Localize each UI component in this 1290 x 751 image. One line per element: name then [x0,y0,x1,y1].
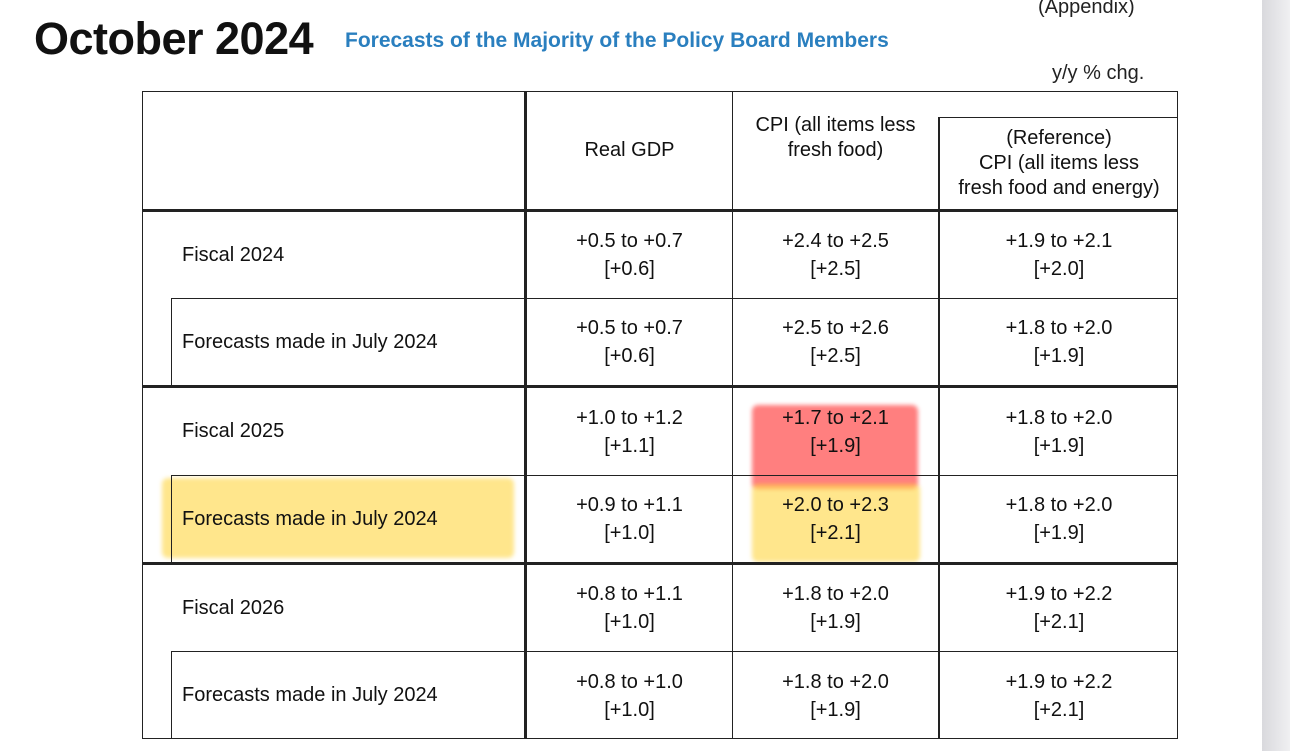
cell-fy2025-gdp: +1.0 to +1.2 [+1.1] [576,406,683,457]
row-label-fy2026-july: Forecasts made in July 2024 [182,684,438,706]
header-cpi-line-1: CPI (all items less [755,114,916,136]
row-line-1 [171,298,1178,299]
sub-row-left-3 [171,651,172,739]
yellow-highlight-mark-label [162,478,514,558]
forecast-table [142,91,1178,739]
cell-fy2024-july-ref: +1.8 to +2.0 [+1.9] [1005,317,1113,367]
cell-fy2026-july-cpi: +1.8 to +2.0 [+1.9] [782,670,889,721]
cell-fy2025-cpi: +1.7 to +2.1 [+1.9] [782,406,889,457]
page-subtitle: Forecasts of the Majority of the Policy … [345,29,889,52]
yellow-highlight-mark-cpi [752,484,920,562]
cell-fy2026-july-gdp: +0.8 to +1.0 [+1.0] [576,670,683,721]
page-title: October 2024 [34,13,314,64]
cell-fy2024-gdp: +0.5 to +0.7 [+0.6] [576,230,683,280]
header-real-gdp-label: Real GDP [584,139,675,161]
appendix-label: (Appendix) [1038,0,1135,18]
cell-fy2024-ref: +1.9 to +2.1 [+2.0] [1005,230,1113,280]
header-cpi-line-2: fresh food) [787,139,884,161]
cell-fy2026-cpi: +1.8 to +2.0 [+1.9] [782,583,889,633]
cell-fy2024-cpi: +2.4 to +2.5 [+2.5] [782,230,889,280]
row-line-4 [142,562,1178,565]
header-ref-line-3: fresh food and energy) [958,177,1160,199]
cell-fy2024-july-gdp: +0.5 to +0.7 [+0.6] [576,317,683,367]
header-real-gdp: Real GDP [527,92,732,209]
header-divider [142,209,1178,212]
row-label-fy2025-july: Forecasts made in July 2024 [182,507,438,530]
col-divider-3 [938,117,940,739]
cell-fy2026-ref: +1.9 to +2.2 [+2.1] [1005,583,1113,633]
header-cpi: CPI (all items less fresh food) [733,92,938,212]
cell-fy2025-july-gdp: +0.9 to +1.1 [+1.0] [576,494,683,544]
cell-fy2025-ref: +1.8 to +2.0 [+1.9] [1005,406,1113,457]
row-label-fy2024-july: Forecasts made in July 2024 [182,330,438,353]
row-label-fiscal-2024: Fiscal 2024 [182,243,285,266]
unit-label: y/y % chg. [1052,62,1145,84]
cell-fy2025-july-cpi: +2.0 to +2.3 [+2.1] [782,494,889,544]
row-label-fiscal-2025: Fiscal 2025 [182,420,285,442]
sub-row-left-1 [171,298,172,387]
reference-header-line [938,117,1178,118]
cell-fy2026-july-ref: +1.9 to +2.2 [+2.1] [1005,670,1113,721]
row-line-5 [171,651,1178,652]
row-label-fiscal-2026: Fiscal 2026 [182,596,285,619]
sub-row-left-2 [171,475,172,564]
row-line-2 [142,385,1178,388]
document-page: October 2024 Forecasts of the Majority o… [0,0,1262,751]
header-ref-line-2: CPI (all items less [978,152,1140,174]
col-divider-2 [732,91,733,739]
cell-fy2025-july-ref: +1.8 to +2.0 [+1.9] [1005,494,1113,544]
header-ref-line-1: (Reference) [1006,127,1112,149]
cell-fy2024-july-cpi: +2.5 to +2.6 [+2.5] [782,317,889,367]
header-reference-cpi: (Reference) CPI (all items less fresh fo… [940,118,1178,209]
page-edge-shadow [1262,0,1290,751]
col-divider-1 [524,91,527,739]
row-line-3 [171,475,1178,476]
cell-fy2026-gdp: +0.8 to +1.1 [+1.0] [576,583,683,633]
